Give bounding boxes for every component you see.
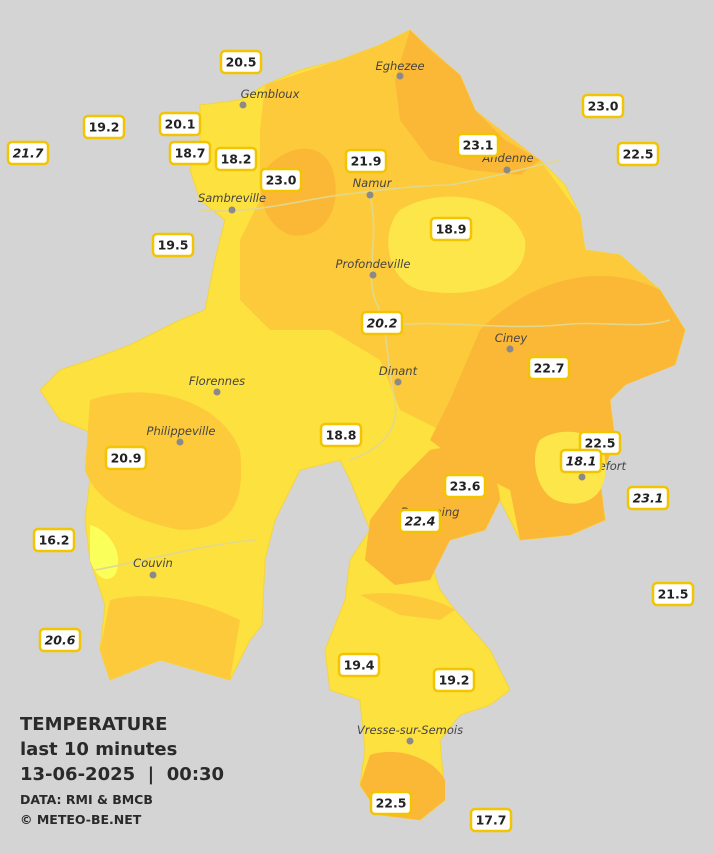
station-box	[443, 473, 487, 499]
station-temperature: 23.1	[463, 138, 494, 153]
station-box	[527, 355, 571, 381]
legend-subtitle: last 10 minutes	[20, 739, 177, 760]
station-temperature: 18.1	[566, 454, 597, 469]
city-dot	[394, 378, 402, 386]
station-temperature: 18.2	[221, 152, 252, 167]
station-temperature: 22.5	[585, 436, 616, 451]
legend-copyright: © METEO-BE.NET	[20, 812, 142, 827]
city-label: Profondeville	[336, 257, 411, 271]
station-temperature: 22.5	[623, 147, 654, 162]
station-temperature: 21.9	[351, 154, 382, 169]
station-box	[469, 807, 513, 833]
legend-title: TEMPERATURE	[20, 714, 167, 735]
station-box	[456, 132, 500, 158]
station-temperature: 16.2	[39, 533, 70, 548]
station-temperature: 19.2	[439, 673, 470, 688]
city-label: Vresse-sur-Semois	[357, 723, 463, 737]
station-box	[214, 146, 258, 172]
station-box	[559, 448, 603, 474]
station-box	[151, 232, 195, 258]
city-dot	[213, 388, 221, 396]
city-label: Philippeville	[147, 424, 216, 438]
station-box	[6, 140, 50, 166]
station-box	[158, 111, 202, 137]
station-temperature: 18.7	[175, 146, 206, 161]
station-temperature: 20.5	[226, 55, 257, 70]
city-dot	[578, 473, 586, 481]
city-dot	[396, 72, 404, 80]
station-box	[398, 508, 442, 534]
station-temperature: 20.6	[45, 633, 76, 648]
station-box	[168, 140, 212, 166]
station-temperature: 22.7	[534, 361, 565, 376]
station-temperature: 22.5	[376, 796, 407, 811]
station-box	[32, 527, 76, 553]
station-box	[82, 114, 126, 140]
station-box	[626, 485, 670, 511]
city-dot	[239, 101, 247, 109]
station-temperature: 22.4	[405, 514, 436, 529]
city-label: Ciney	[495, 331, 528, 345]
city-dot	[506, 345, 514, 353]
station-temperature: 19.5	[158, 238, 189, 253]
station-box	[429, 216, 473, 242]
station-temperature: 23.1	[633, 491, 664, 506]
station-box	[319, 422, 363, 448]
station-temperature: 18.8	[326, 428, 357, 443]
city-label: Namur	[353, 176, 393, 190]
station-box	[432, 667, 476, 693]
station-box	[219, 49, 263, 75]
station-temperature: 23.0	[588, 99, 619, 114]
station-temperature: 20.2	[367, 316, 398, 331]
station-box	[369, 790, 413, 816]
station-temperature: 20.1	[165, 117, 196, 132]
city-dot	[503, 166, 511, 174]
station-box	[104, 445, 148, 471]
city-label: Florennes	[189, 374, 245, 388]
station-box	[360, 310, 404, 336]
station-box	[38, 627, 82, 653]
station-temperature: 19.4	[344, 658, 375, 673]
rivers	[94, 159, 671, 571]
station-temperature: 23.0	[266, 173, 297, 188]
station-temperature: 23.6	[450, 479, 481, 494]
station-temperature: 19.2	[89, 120, 120, 135]
station-box	[259, 167, 303, 193]
station-temperature: 20.9	[111, 451, 142, 466]
station-temperature: 17.7	[476, 813, 507, 828]
station-box	[337, 652, 381, 678]
station-temperature: 18.9	[436, 222, 467, 237]
legend-datetime: 13-06-2025 | 00:30	[20, 764, 224, 785]
city-label: Couvin	[133, 556, 173, 570]
city-dot	[406, 737, 414, 745]
legend-source: DATA: RMI & BMCB	[20, 792, 153, 807]
city-label: Eghezee	[375, 59, 424, 73]
city-dot	[228, 206, 236, 214]
station-box	[651, 581, 695, 607]
city-dot	[149, 571, 157, 579]
city-label: Sambreville	[198, 191, 266, 205]
station-box	[616, 141, 660, 167]
city-dot	[369, 271, 377, 279]
city-dot	[366, 191, 374, 199]
city-label: Dinant	[379, 364, 418, 378]
city-dot	[176, 438, 184, 446]
station-box	[344, 148, 388, 174]
station-temperature: 21.7	[13, 146, 44, 161]
station-temperature: 21.5	[658, 587, 689, 602]
city-label: Gembloux	[241, 87, 300, 101]
station-box	[581, 93, 625, 119]
